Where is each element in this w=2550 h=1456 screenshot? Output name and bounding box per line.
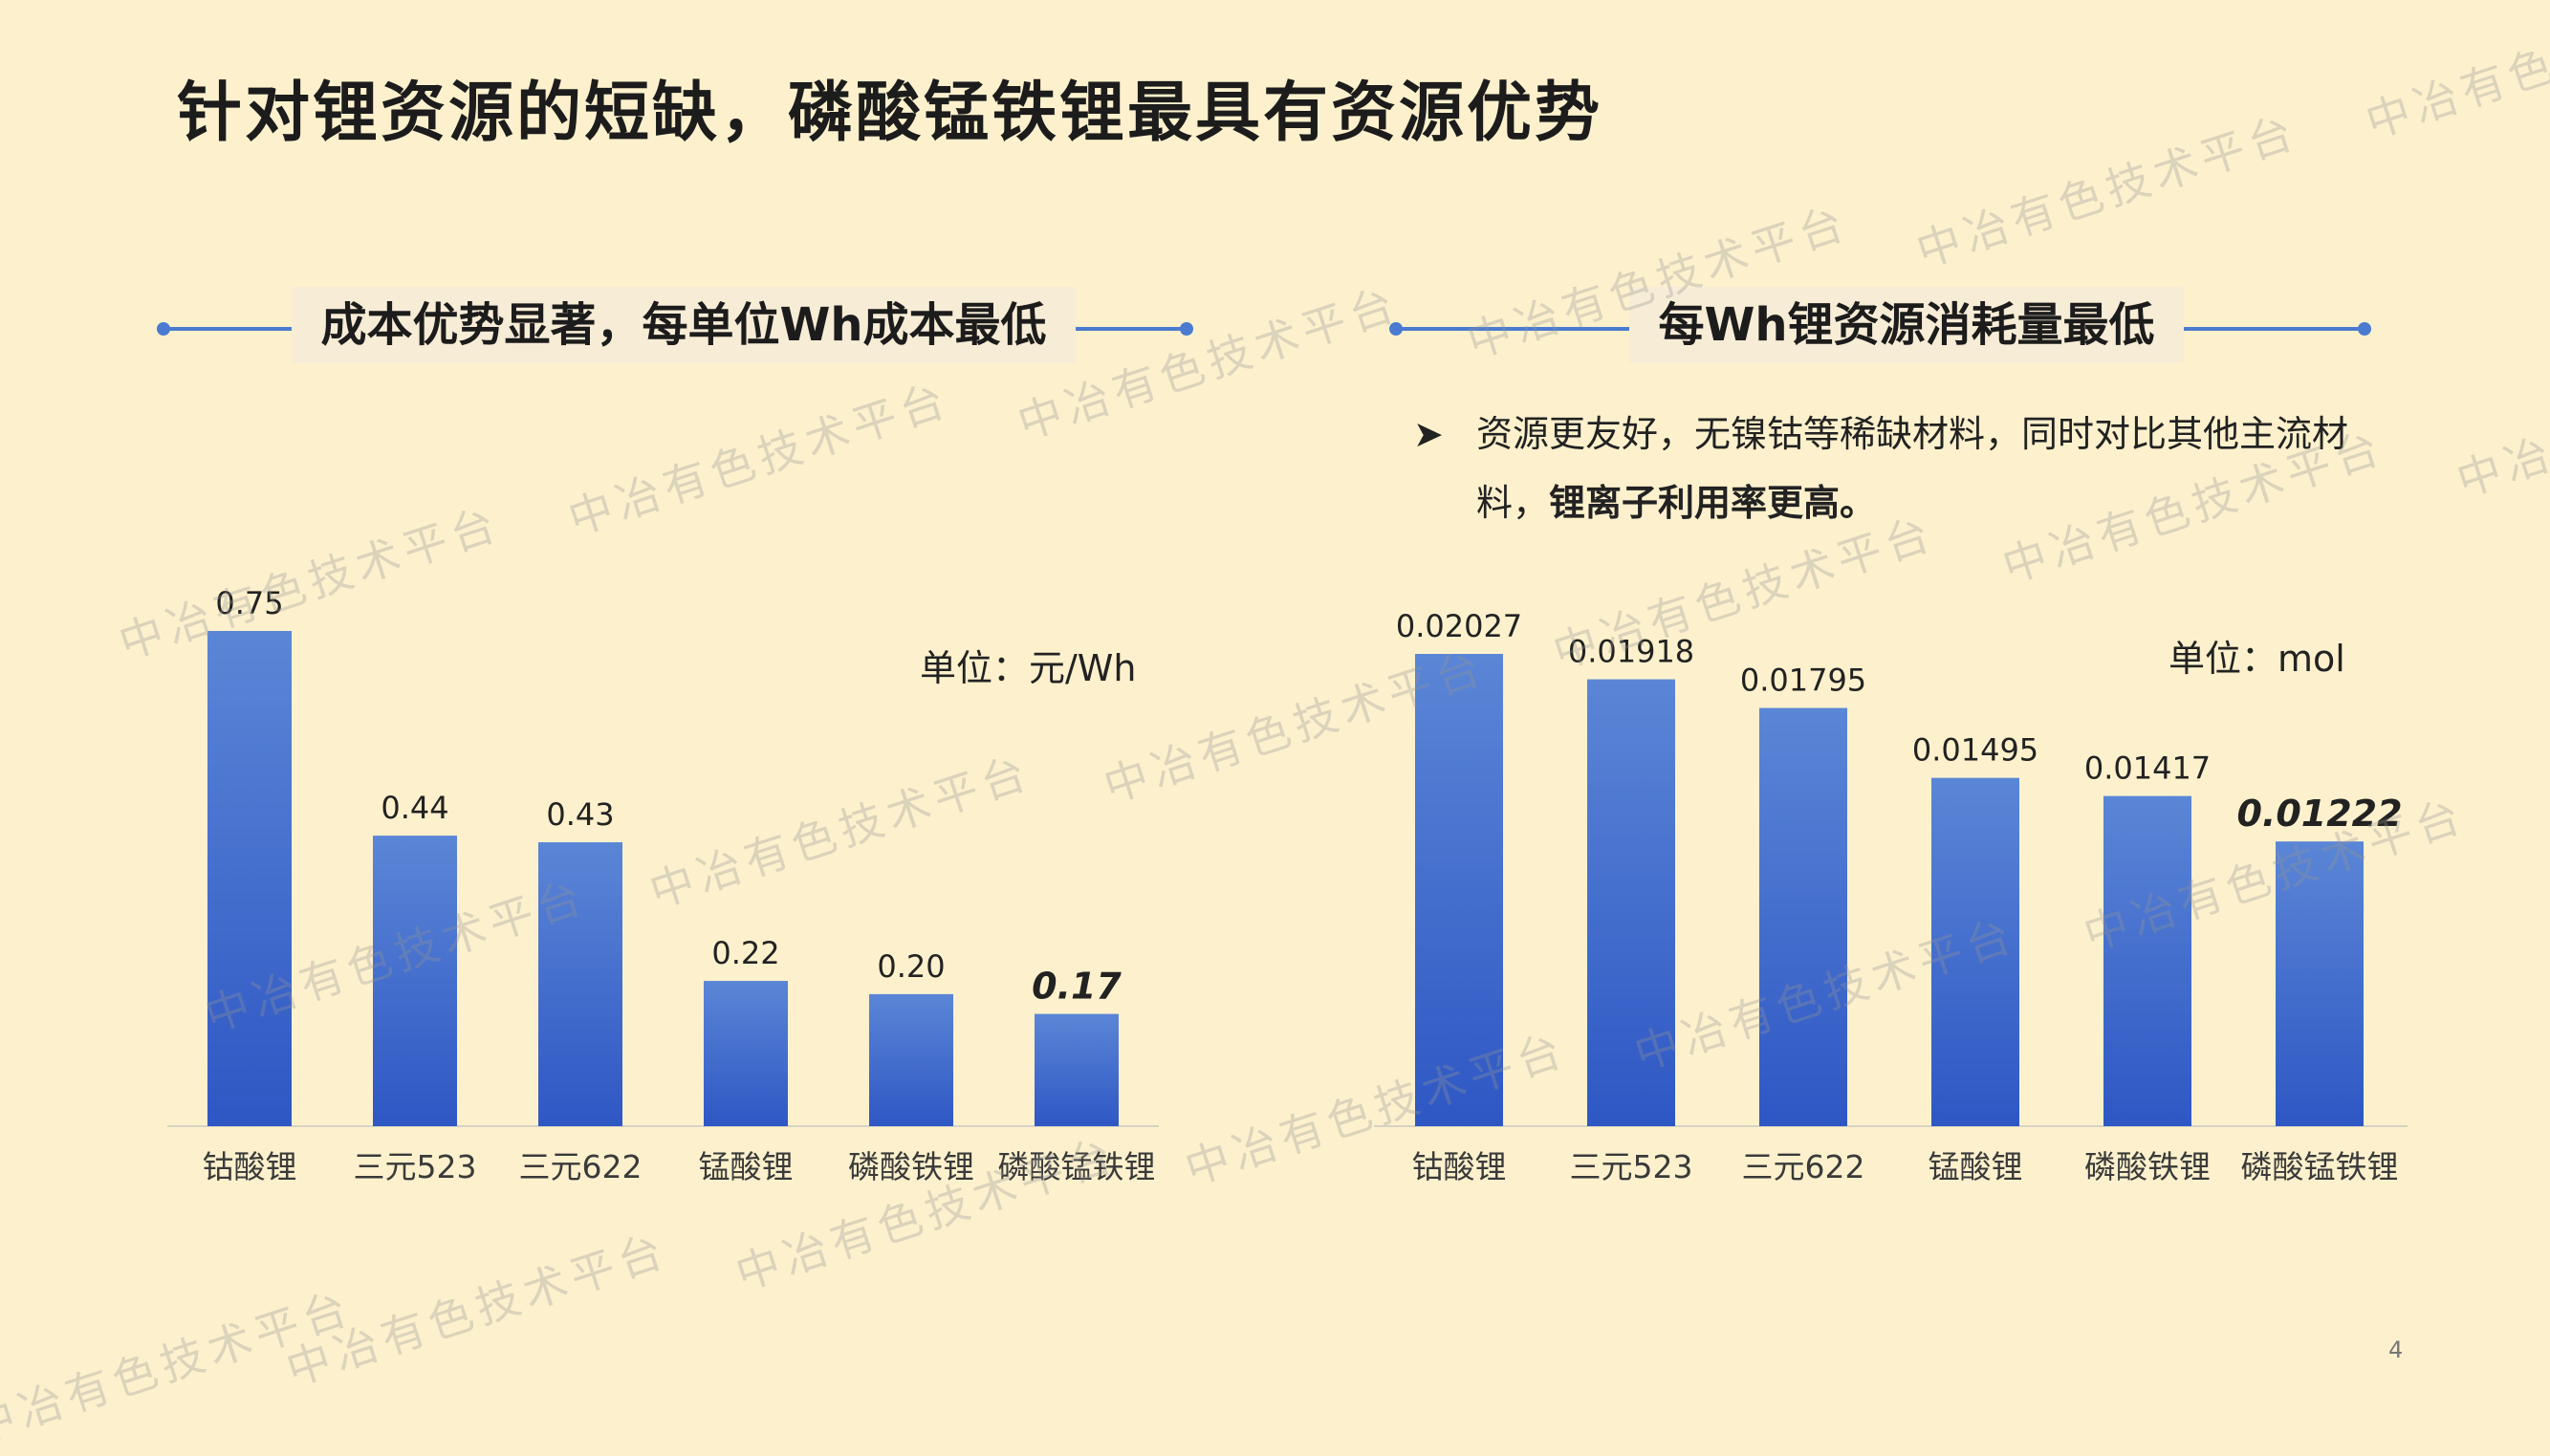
left-category-label-5: 磷酸锰铁锂 — [998, 1148, 1156, 1185]
bullet-bold-text: 锂离子利用率更高。 — [1549, 482, 1877, 524]
right-bar-5 — [2276, 841, 2364, 1126]
left-bar-chart: 0.75 钴酸锂 0.44 三元523 0.43 三元622 0.22 锰酸锂 0.20 磷酸铁锂… — [167, 585, 1159, 1185]
left-category-label-0: 钴酸锂 — [203, 1148, 297, 1185]
right-bar-2 — [1759, 707, 1847, 1126]
right-chart-unit: 单位：mol — [2169, 638, 2345, 680]
left-value-label-0: 0.75 — [215, 585, 283, 621]
right-section-heading: 每Wh锂资源消耗量最低 — [1629, 287, 2184, 363]
right-value-label-2: 0.01795 — [1740, 663, 1866, 699]
right-bar-3 — [1931, 777, 2019, 1126]
left-category-label-1: 三元523 — [354, 1148, 477, 1185]
page-number: 4 — [2388, 1336, 2404, 1363]
section-line-left-a — [163, 327, 292, 331]
left-bar-0 — [207, 631, 292, 1126]
left-bar-5 — [1035, 1013, 1119, 1126]
left-value-label-5: 0.17 — [1032, 966, 1122, 1008]
right-bar-1 — [1587, 679, 1675, 1126]
right-value-label-0: 0.02027 — [1396, 608, 1522, 644]
right-value-label-1: 0.01918 — [1568, 634, 1694, 670]
right-category-label-0: 钴酸锂 — [1412, 1148, 1507, 1185]
section-line-left-b — [1076, 327, 1186, 331]
right-value-label-3: 0.01495 — [1912, 732, 2038, 769]
page-title: 针对锂资源的短缺，磷酸锰铁锂最具有资源优势 — [177, 76, 1603, 151]
left-bar-2 — [538, 842, 622, 1126]
right-category-label-2: 三元622 — [1742, 1148, 1865, 1185]
right-bar-chart: 0.02027 钴酸锂 0.01918 三元523 0.01795 三元622 0.0149… — [1374, 608, 2408, 1185]
right-bar-4 — [2103, 795, 2191, 1126]
section-line-dot-right-end — [2358, 322, 2371, 336]
left-chart-unit: 单位：元/Wh — [920, 647, 1137, 689]
resource-bullet: ➤ 资源更友好，无镍钴等稀缺材料，同时对比其他主流材料，锂离子利用率更高。 — [1413, 400, 2398, 537]
left-value-label-2: 0.43 — [546, 796, 614, 833]
left-value-label-1: 0.44 — [381, 790, 448, 826]
right-bar-0 — [1415, 654, 1503, 1126]
right-category-label-5: 磷酸锰铁锂 — [2241, 1148, 2399, 1185]
section-line-dot-left-end — [1180, 322, 1193, 336]
left-category-label-4: 磷酸铁锂 — [848, 1148, 974, 1185]
right-category-label-4: 磷酸铁锂 — [2084, 1148, 2211, 1185]
arrow-bullet-icon: ➤ — [1413, 413, 1444, 455]
right-value-label-4: 0.01417 — [2084, 750, 2211, 787]
left-value-label-4: 0.20 — [877, 948, 945, 985]
left-category-label-3: 锰酸锂 — [699, 1148, 794, 1185]
bullet-text: 资源更友好，无镍钴等稀缺材料，同时对比其他主流材料， — [1476, 413, 2349, 524]
section-line-right-b — [2184, 327, 2367, 331]
section-line-right-a — [1395, 327, 1629, 331]
left-section-heading: 成本优势显著，每单位Wh成本最低 — [292, 287, 1076, 363]
right-category-label-3: 锰酸锂 — [1929, 1148, 2023, 1185]
left-value-label-3: 0.22 — [711, 935, 779, 971]
left-bar-3 — [704, 981, 788, 1126]
left-category-label-2: 三元622 — [519, 1148, 643, 1185]
right-value-label-5: 0.01222 — [2236, 793, 2402, 835]
right-category-label-1: 三元523 — [1570, 1148, 1693, 1185]
left-bar-4 — [869, 993, 953, 1126]
left-bar-1 — [373, 836, 457, 1126]
